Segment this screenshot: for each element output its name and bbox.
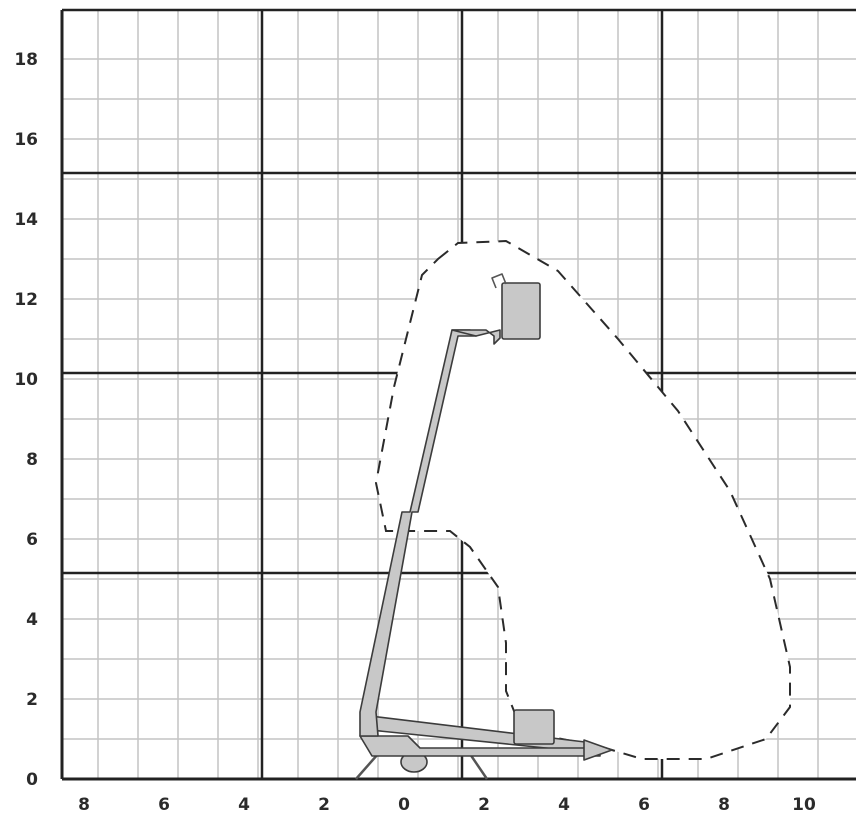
x-tick-label: 2 [478, 795, 490, 815]
y-tick-label: 4 [26, 610, 38, 630]
platform-basket-raised [501, 282, 541, 340]
x-tick-label: 6 [638, 795, 650, 815]
x-tick-label: 8 [78, 795, 90, 815]
y-tick-label: 14 [14, 210, 38, 230]
y-tick-label: 2 [26, 690, 38, 710]
x-tick-label: 2 [318, 795, 330, 815]
y-tick-label: 16 [14, 130, 38, 150]
x-tick-label: 0 [398, 795, 410, 815]
basket-rail [491, 273, 507, 289]
machine-drawing [355, 273, 613, 780]
y-tick-labels: 0 2 4 6 8 10 12 14 16 18 [14, 50, 38, 790]
y-tick-label: 10 [14, 370, 38, 390]
y-tick-label: 0 [26, 770, 38, 790]
y-tick-label: 12 [14, 290, 38, 310]
x-tick-label: 10 [792, 795, 816, 815]
x-tick-labels: 8 6 4 2 0 2 4 6 8 10 [78, 795, 816, 815]
x-tick-label: 8 [718, 795, 730, 815]
x-tick-label: 6 [158, 795, 170, 815]
y-tick-label: 8 [26, 450, 38, 470]
x-tick-label: 4 [558, 795, 570, 815]
axes [60, 10, 856, 781]
y-tick-label: 18 [14, 50, 38, 70]
jib-arm [451, 329, 501, 345]
x-tick-label: 4 [238, 795, 250, 815]
outrigger-foot [583, 739, 613, 761]
platform-basket-stowed [513, 709, 555, 745]
working-envelope-outline [374, 239, 791, 760]
y-tick-label: 6 [26, 530, 38, 550]
